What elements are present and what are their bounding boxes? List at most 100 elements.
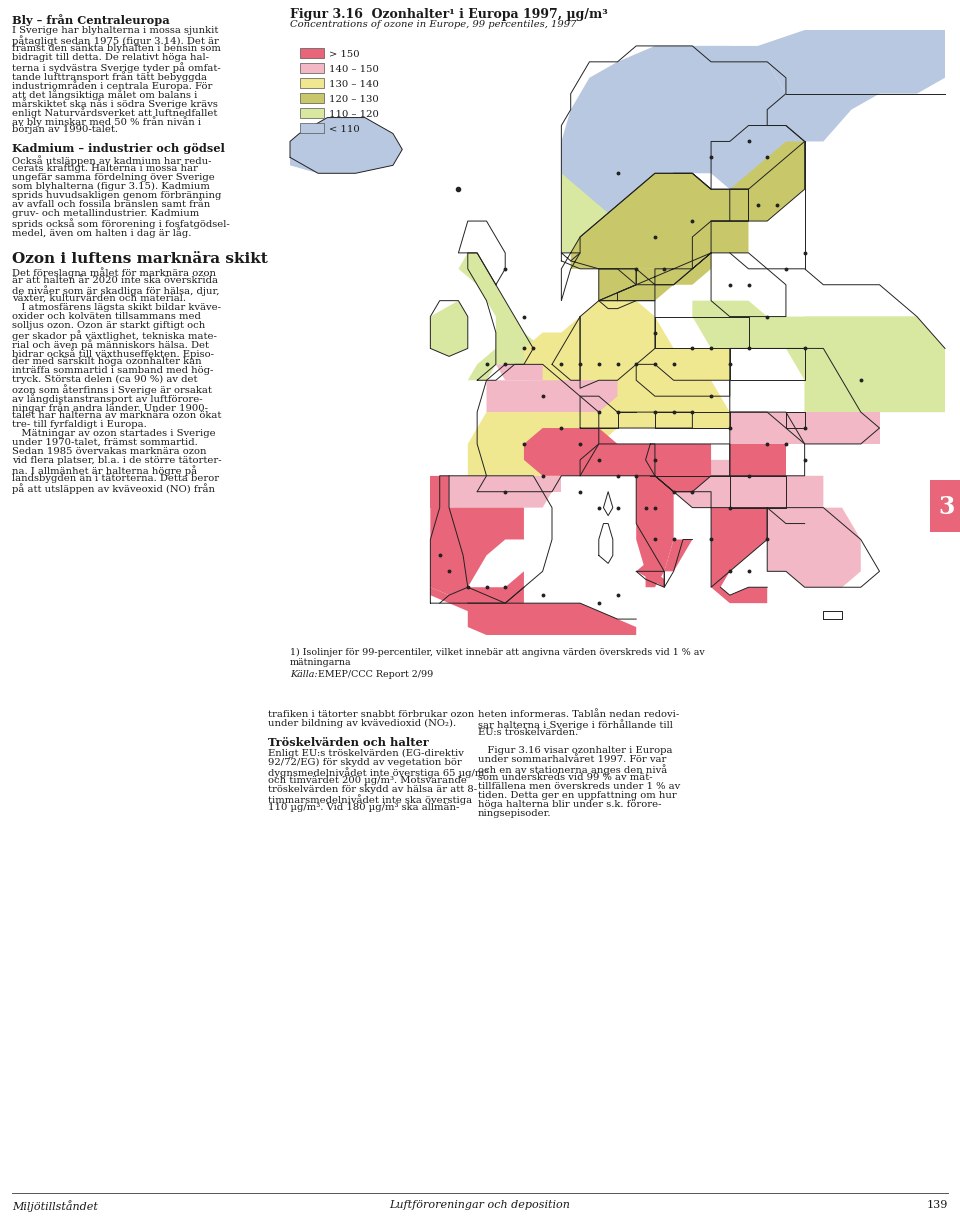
Text: sprids också som förorening i fosfatgödsel-: sprids också som förorening i fosfatgöds… bbox=[12, 218, 229, 229]
Bar bbox=[300, 48, 324, 57]
Text: påtagligt sedan 1975 (figur 3.14). Det är: påtagligt sedan 1975 (figur 3.14). Det ä… bbox=[12, 35, 219, 45]
Bar bbox=[300, 123, 324, 133]
Text: 1) Isolinjer för 99-percentiler, vilket innebär att angivna värden överskreds vi: 1) Isolinjer för 99-percentiler, vilket … bbox=[290, 648, 705, 657]
Polygon shape bbox=[599, 253, 711, 301]
Text: vid flera platser, bl.a. i de större tätorter-: vid flera platser, bl.a. i de större tät… bbox=[12, 456, 222, 466]
Text: bidragit till detta. De relativt höga hal-: bidragit till detta. De relativt höga ha… bbox=[12, 53, 209, 62]
Polygon shape bbox=[430, 572, 524, 611]
Text: och timvärdet 200 µg/m³. Motsvarande: och timvärdet 200 µg/m³. Motsvarande bbox=[268, 776, 467, 785]
Text: Kadmium – industrier och gödsel: Kadmium – industrier och gödsel bbox=[12, 143, 225, 154]
Text: Figur 3.16  Ozonhalter¹ i Europa 1997, µg/m³: Figur 3.16 Ozonhalter¹ i Europa 1997, µg… bbox=[290, 9, 608, 21]
Text: > 150: > 150 bbox=[329, 50, 360, 59]
Text: ningsepisoder.: ningsepisoder. bbox=[478, 809, 551, 818]
Text: mätningarna: mätningarna bbox=[290, 657, 351, 667]
Text: I atmosfärens lägsta skikt bildar kväve-: I atmosfärens lägsta skikt bildar kväve- bbox=[12, 303, 221, 312]
Text: tröskelvärden för skydd av hälsa är att 8-: tröskelvärden för skydd av hälsa är att … bbox=[268, 785, 477, 794]
Text: Källa:: Källa: bbox=[290, 670, 318, 679]
Polygon shape bbox=[496, 364, 542, 380]
Polygon shape bbox=[524, 301, 730, 412]
Text: Bly – från Centraleuropa: Bly – från Centraleuropa bbox=[12, 13, 170, 26]
Text: att det långsiktiga målet om balans i: att det långsiktiga målet om balans i bbox=[12, 89, 198, 100]
Polygon shape bbox=[804, 316, 945, 412]
Polygon shape bbox=[487, 380, 617, 412]
Polygon shape bbox=[430, 475, 449, 507]
Polygon shape bbox=[430, 507, 524, 595]
Polygon shape bbox=[692, 301, 945, 412]
Text: EU:s tröskelvärden.: EU:s tröskelvärden. bbox=[478, 728, 578, 737]
Text: bidrar också till växthuseffekten. Episo-: bidrar också till växthuseffekten. Episo… bbox=[12, 348, 214, 359]
Text: der med särskilt höga ozonhalter kan: der med särskilt höga ozonhalter kan bbox=[12, 357, 202, 367]
Text: timmarsmedelnivådet inte ska överstiga: timmarsmedelnivådet inte ska överstiga bbox=[268, 794, 472, 805]
Text: ungefär samma fördelning över Sverige: ungefär samma fördelning över Sverige bbox=[12, 174, 215, 182]
Polygon shape bbox=[617, 380, 730, 428]
Text: Luftföroreningar och deposition: Luftföroreningar och deposition bbox=[390, 1200, 570, 1210]
Text: Concentrations of ozone in Europe, 99 percentiles, 1997: Concentrations of ozone in Europe, 99 pe… bbox=[290, 20, 577, 29]
Polygon shape bbox=[730, 459, 824, 507]
Polygon shape bbox=[655, 142, 804, 221]
Polygon shape bbox=[562, 174, 655, 269]
Polygon shape bbox=[730, 444, 786, 475]
Text: terna i sydvästra Sverige tyder på omfat-: terna i sydvästra Sverige tyder på omfat… bbox=[12, 62, 221, 73]
Polygon shape bbox=[524, 428, 692, 475]
Text: under bildning av kvävedioxid (NO₂).: under bildning av kvävedioxid (NO₂). bbox=[268, 719, 456, 728]
Text: 130 – 140: 130 – 140 bbox=[329, 79, 379, 89]
Text: sprids huvudsakligen genom förbränning: sprids huvudsakligen genom förbränning bbox=[12, 191, 222, 200]
Bar bbox=[300, 64, 324, 73]
Polygon shape bbox=[655, 31, 945, 142]
Text: under sommarhalvåret 1997. För var: under sommarhalvåret 1997. För var bbox=[478, 755, 666, 764]
Text: < 110: < 110 bbox=[329, 125, 360, 134]
Text: sar halterna i Sverige i förhållande till: sar halterna i Sverige i förhållande til… bbox=[478, 719, 673, 730]
Text: är att halten år 2020 inte ska överskrida: är att halten år 2020 inte ska överskrid… bbox=[12, 276, 218, 285]
Polygon shape bbox=[468, 396, 692, 475]
Polygon shape bbox=[459, 253, 542, 380]
Text: av bly minskar med 50 % från nivån i: av bly minskar med 50 % från nivån i bbox=[12, 116, 202, 127]
Polygon shape bbox=[430, 475, 552, 507]
Text: talet har halterna av marknära ozon ökat: talet har halterna av marknära ozon ökat bbox=[12, 411, 222, 420]
Polygon shape bbox=[636, 563, 664, 588]
Bar bbox=[300, 93, 324, 103]
Text: industriområden i centrala Europa. För: industriområden i centrala Europa. För bbox=[12, 79, 212, 90]
Text: Sedan 1985 övervakas marknära ozon: Sedan 1985 övervakas marknära ozon bbox=[12, 447, 206, 456]
Text: oxider och kolväten tillsammans med: oxider och kolväten tillsammans med bbox=[12, 312, 201, 321]
Text: som underskreds vid 99 % av mät-: som underskreds vid 99 % av mät- bbox=[478, 774, 653, 782]
Text: och en av stationerna anges den nivå: och en av stationerna anges den nivå bbox=[478, 764, 667, 775]
Polygon shape bbox=[468, 604, 636, 635]
Text: EMEP/CCC Report 2/99: EMEP/CCC Report 2/99 bbox=[315, 670, 433, 679]
Text: na. I allmänhet är halterna högre på: na. I allmänhet är halterna högre på bbox=[12, 466, 197, 475]
Text: cerats kraftigt. Halterna i mossa har: cerats kraftigt. Halterna i mossa har bbox=[12, 164, 198, 174]
Polygon shape bbox=[570, 174, 749, 269]
Text: växter, kulturvärden och material.: växter, kulturvärden och material. bbox=[12, 295, 186, 303]
Text: främst den sänkta blyhalten i bensin som: främst den sänkta blyhalten i bensin som bbox=[12, 44, 221, 53]
Text: början av 1990-talet.: början av 1990-talet. bbox=[12, 125, 118, 134]
Text: Ozon i luftens marknära skikt: Ozon i luftens marknära skikt bbox=[12, 252, 268, 266]
Bar bbox=[930, 480, 960, 532]
Text: Tröskelvärden och halter: Tröskelvärden och halter bbox=[268, 737, 429, 748]
Polygon shape bbox=[487, 475, 562, 491]
Text: höga halterna blir under s.k. förore-: höga halterna blir under s.k. förore- bbox=[478, 800, 661, 809]
Text: 92/72/EG) för skydd av vegetation bör: 92/72/EG) för skydd av vegetation bör bbox=[268, 758, 462, 767]
Text: Miljötillståndet: Miljötillståndet bbox=[12, 1200, 98, 1212]
Text: 120 – 130: 120 – 130 bbox=[329, 95, 379, 104]
Text: Figur 3.16 visar ozonhalter i Europa: Figur 3.16 visar ozonhalter i Europa bbox=[478, 745, 673, 755]
Polygon shape bbox=[664, 539, 692, 572]
Text: på att utsläppen av kväveoxid (NO) från: på att utsläppen av kväveoxid (NO) från bbox=[12, 483, 215, 494]
Text: 139: 139 bbox=[926, 1200, 948, 1210]
Text: Också utsläppen av kadmium har redu-: Också utsläppen av kadmium har redu- bbox=[12, 155, 211, 166]
Polygon shape bbox=[655, 459, 786, 507]
Text: 110 – 120: 110 – 120 bbox=[329, 110, 379, 119]
Text: tre- till fyrfaldigt i Europa.: tre- till fyrfaldigt i Europa. bbox=[12, 420, 147, 429]
Text: dygnsmedelnivådet inte överstiga 65 µg/m³: dygnsmedelnivådet inte överstiga 65 µg/m… bbox=[268, 767, 489, 777]
Text: tiden. Detta ger en uppfattning om hur: tiden. Detta ger en uppfattning om hur bbox=[478, 791, 677, 800]
Text: landsbygden än i tätorterna. Detta beror: landsbygden än i tätorterna. Detta beror bbox=[12, 474, 219, 483]
Text: av avfall och fossila bränslen samt från: av avfall och fossila bränslen samt från bbox=[12, 200, 210, 209]
Text: 3: 3 bbox=[939, 495, 955, 519]
Text: I Sverige har blyhalterna i mossa sjunkit: I Sverige har blyhalterna i mossa sjunki… bbox=[12, 26, 218, 35]
Polygon shape bbox=[767, 507, 861, 588]
Polygon shape bbox=[562, 46, 804, 221]
Polygon shape bbox=[430, 301, 468, 357]
Polygon shape bbox=[655, 444, 711, 491]
Text: solljus ozon. Ozon är starkt giftigt och: solljus ozon. Ozon är starkt giftigt och bbox=[12, 321, 205, 330]
Text: gruv- och metallindustrier. Kadmium: gruv- och metallindustrier. Kadmium bbox=[12, 209, 200, 218]
Polygon shape bbox=[636, 348, 730, 380]
Text: tryck. Största delen (ca 90 %) av det: tryck. Största delen (ca 90 %) av det bbox=[12, 375, 198, 384]
